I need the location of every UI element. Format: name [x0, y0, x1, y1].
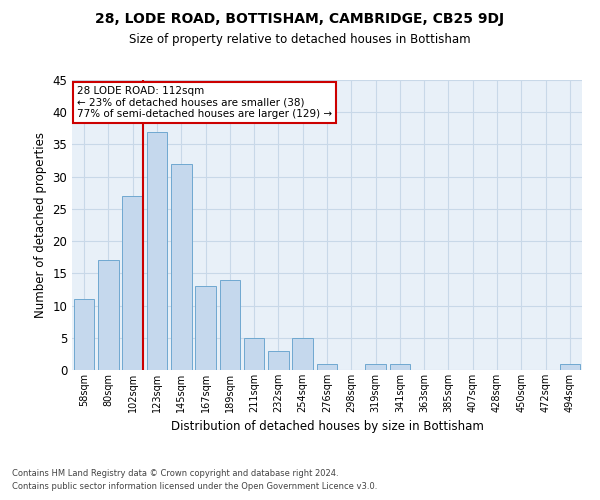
Bar — [74, 299, 94, 370]
Bar — [365, 364, 386, 370]
Bar — [560, 364, 580, 370]
Bar — [195, 286, 216, 370]
Text: 28 LODE ROAD: 112sqm
← 23% of detached houses are smaller (38)
77% of semi-detac: 28 LODE ROAD: 112sqm ← 23% of detached h… — [77, 86, 332, 119]
Bar — [292, 338, 313, 370]
Bar — [317, 364, 337, 370]
Bar — [122, 196, 143, 370]
Bar — [98, 260, 119, 370]
Text: Contains HM Land Registry data © Crown copyright and database right 2024.: Contains HM Land Registry data © Crown c… — [12, 468, 338, 477]
Y-axis label: Number of detached properties: Number of detached properties — [34, 132, 47, 318]
Bar — [171, 164, 191, 370]
Bar — [220, 280, 240, 370]
Bar — [389, 364, 410, 370]
Text: Size of property relative to detached houses in Bottisham: Size of property relative to detached ho… — [129, 32, 471, 46]
Bar — [268, 350, 289, 370]
X-axis label: Distribution of detached houses by size in Bottisham: Distribution of detached houses by size … — [170, 420, 484, 434]
Text: Contains public sector information licensed under the Open Government Licence v3: Contains public sector information licen… — [12, 482, 377, 491]
Text: 28, LODE ROAD, BOTTISHAM, CAMBRIDGE, CB25 9DJ: 28, LODE ROAD, BOTTISHAM, CAMBRIDGE, CB2… — [95, 12, 505, 26]
Bar — [244, 338, 265, 370]
Bar — [146, 132, 167, 370]
